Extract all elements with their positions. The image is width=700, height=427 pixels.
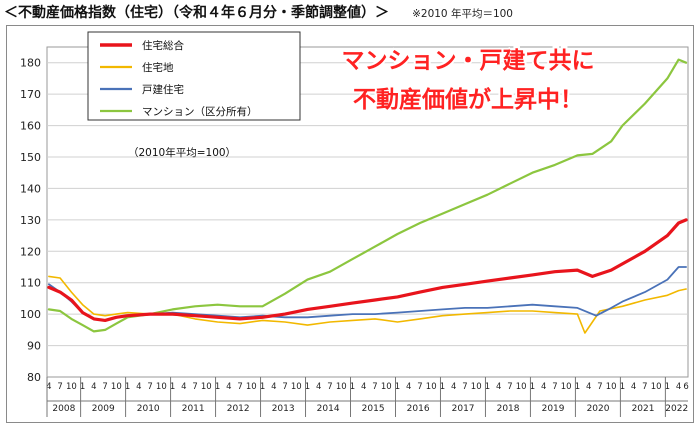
x-month-tick-label: 10: [291, 382, 302, 392]
y-tick-label: 140: [20, 182, 41, 195]
x-month-tick-label: 4: [451, 382, 456, 392]
series-line-3: [47, 58, 688, 333]
x-month-tick-label: 7: [237, 382, 242, 392]
x-month-tick-label: 1: [215, 382, 220, 392]
x-month-tick-label: 4: [316, 382, 321, 392]
x-month-tick-label: 7: [417, 382, 422, 392]
y-tick-label: 100: [20, 308, 41, 321]
x-month-tick-label: 4: [46, 382, 51, 392]
x-year-label: 2014: [317, 404, 340, 414]
x-year-label: 2021: [632, 404, 655, 414]
x-month-tick-label: 4: [406, 382, 411, 392]
x-month-tick-label: 1: [575, 382, 580, 392]
x-year-label: 2009: [92, 404, 115, 414]
x-month-tick-label: 7: [552, 382, 557, 392]
x-month-tick-label: 10: [426, 382, 437, 392]
x-month-tick-label: 7: [57, 382, 62, 392]
x-month-tick-label: 10: [561, 382, 572, 392]
y-tick-label: 90: [27, 340, 41, 353]
y-tick-label: 130: [20, 214, 41, 227]
page-header: ＜不動産価格指数（住宅）（令和４年６月分・季節調整値）＞ ※2010 年平均＝1…: [4, 2, 513, 24]
x-month-tick-label: 1: [665, 382, 670, 392]
x-month-tick-label: 1: [530, 382, 535, 392]
x-month-tick-label: 4: [226, 382, 231, 392]
x-month-tick-label: 10: [156, 382, 167, 392]
y-tick-label: 120: [20, 245, 41, 258]
x-month-tick-label: 7: [372, 382, 377, 392]
y-tick-label: 180: [20, 57, 41, 70]
x-month-tick-label: 10: [471, 382, 482, 392]
y-tick-label: 160: [20, 120, 41, 133]
x-month-tick-label: 6: [683, 382, 688, 392]
x-month-tick-label: 10: [201, 382, 212, 392]
annotation-line-1: マンション・戸建て共に: [342, 48, 595, 74]
x-month-tick-label: 10: [381, 382, 392, 392]
x-month-tick-label: 10: [246, 382, 257, 392]
base-year-note: ※2010 年平均＝100: [412, 8, 513, 20]
x-month-tick-label: 7: [462, 382, 467, 392]
x-year-label: 2010: [137, 404, 160, 414]
x-month-tick-label: 4: [361, 382, 366, 392]
x-month-tick-label: 7: [642, 382, 647, 392]
x-month-tick-label: 4: [586, 382, 591, 392]
x-month-tick-label: 7: [507, 382, 512, 392]
x-month-tick-label: 4: [91, 382, 96, 392]
x-month-tick-label: 10: [66, 382, 77, 392]
x-year-label: 2013: [272, 404, 295, 414]
x-month-tick-label: 1: [170, 382, 175, 392]
x-year-label: 2015: [362, 404, 385, 414]
x-month-tick-label: 1: [305, 382, 310, 392]
x-month-tick-label: 1: [620, 382, 625, 392]
series-line-0: [47, 218, 688, 322]
series-line-1: [48, 275, 687, 334]
y-tick-label: 150: [20, 151, 41, 164]
x-year-label: 2008: [52, 404, 75, 414]
x-month-tick-label: 7: [147, 382, 152, 392]
y-tick-label: 170: [20, 88, 41, 101]
x-year-label: 2017: [452, 404, 475, 414]
x-year-label: 2012: [227, 404, 250, 414]
legend-label: 住宅地: [142, 61, 174, 74]
x-month-tick-label: 4: [136, 382, 141, 392]
x-month-tick-label: 7: [597, 382, 602, 392]
x-month-tick-label: 7: [102, 382, 107, 392]
x-month-tick-label: 10: [516, 382, 527, 392]
legend-note: （2010年平均=100）: [128, 146, 236, 159]
x-year-label: 2019: [542, 404, 565, 414]
x-month-tick-label: 10: [336, 382, 347, 392]
x-year-label: 2018: [497, 404, 520, 414]
x-month-tick-label: 1: [80, 382, 85, 392]
x-month-tick-label: 10: [111, 382, 122, 392]
x-month-tick-label: 7: [192, 382, 197, 392]
x-month-tick-label: 1: [125, 382, 130, 392]
x-month-tick-label: 10: [651, 382, 662, 392]
x-month-tick-label: 1: [395, 382, 400, 392]
x-year-label: 2016: [407, 404, 430, 414]
y-tick-label: 80: [27, 371, 41, 384]
x-month-tick-label: 10: [606, 382, 617, 392]
page-title: ＜不動産価格指数（住宅）（令和４年６月分・季節調整値）＞: [4, 5, 389, 21]
x-year-label: 2020: [587, 404, 610, 414]
annotation-line-2: 不動産価値が上昇中！: [353, 86, 583, 113]
x-month-tick-label: 4: [181, 382, 186, 392]
x-month-tick-label: 4: [676, 382, 681, 392]
x-month-tick-label: 1: [485, 382, 490, 392]
chart-frame: [6, 25, 694, 423]
x-month-tick-label: 4: [496, 382, 501, 392]
x-month-tick-label: 4: [541, 382, 546, 392]
x-month-tick-label: 7: [282, 382, 287, 392]
legend-label: マンション（区分所有）: [142, 105, 258, 118]
x-month-tick-label: 1: [440, 382, 445, 392]
x-month-tick-label: 1: [350, 382, 355, 392]
x-month-tick-label: 1: [260, 382, 265, 392]
x-month-tick-label: 4: [271, 382, 276, 392]
legend-label: 戸建住宅: [142, 83, 184, 96]
x-month-tick-label: 7: [327, 382, 332, 392]
legend-label: 住宅総合: [142, 39, 184, 52]
x-year-label: 2022: [665, 404, 688, 414]
x-year-label: 2011: [182, 404, 205, 414]
y-tick-label: 110: [20, 277, 41, 290]
x-month-tick-label: 4: [631, 382, 636, 392]
